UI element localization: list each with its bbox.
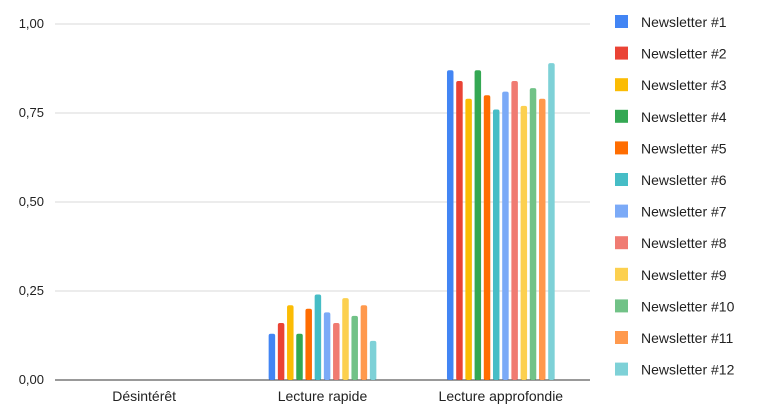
legend-label: Newsletter #7 <box>641 204 727 220</box>
bar <box>511 80 518 381</box>
bar <box>360 305 368 380</box>
legend-swatch <box>615 331 628 344</box>
legend-label: Newsletter #9 <box>641 267 727 283</box>
legend-label: Newsletter #12 <box>641 362 735 378</box>
bar <box>474 70 482 380</box>
legend-swatch <box>615 173 628 186</box>
legend-swatch <box>615 15 628 28</box>
bar <box>492 109 500 380</box>
bar <box>520 105 528 380</box>
bar <box>296 333 303 380</box>
legend-label: Newsletter #4 <box>641 109 727 125</box>
y-tick-label: 0,75 <box>19 105 44 120</box>
bar <box>277 323 285 380</box>
bar <box>342 298 349 380</box>
legend-swatch <box>615 362 628 376</box>
bar <box>483 95 491 380</box>
legend-swatch <box>615 46 628 60</box>
y-tick-label: 0,00 <box>19 372 44 387</box>
legend-label: Newsletter #10 <box>641 298 735 314</box>
y-tick-label: 0,50 <box>19 194 44 209</box>
bar <box>502 91 509 380</box>
bar <box>305 308 312 380</box>
legend-label: Newsletter #5 <box>641 140 727 156</box>
bar <box>538 98 546 380</box>
y-tick-label: 0,25 <box>19 283 44 298</box>
legend-swatch <box>615 78 628 92</box>
legend-swatch <box>615 204 628 218</box>
bar <box>268 333 276 380</box>
legend-swatch <box>615 299 628 313</box>
bar <box>369 340 377 380</box>
legend-label: Newsletter #6 <box>641 172 727 188</box>
x-tick-label: Lecture approfondie <box>439 388 564 404</box>
bar <box>548 63 555 380</box>
bar <box>314 294 322 380</box>
bar <box>446 70 454 380</box>
legend-swatch <box>615 109 628 123</box>
bar <box>529 88 537 380</box>
y-tick-label: 1,00 <box>19 16 44 31</box>
legend-swatch <box>615 236 628 250</box>
legend-label: Newsletter #11 <box>641 330 734 346</box>
legend-label: Newsletter #1 <box>641 14 727 30</box>
bar <box>465 98 472 380</box>
bar <box>351 315 358 380</box>
legend-label: Newsletter #2 <box>641 46 727 62</box>
bar <box>333 323 340 380</box>
bar <box>323 312 331 380</box>
legend-swatch <box>615 267 628 281</box>
bar <box>456 80 463 381</box>
bar <box>287 305 294 380</box>
legend-label: Newsletter #8 <box>641 235 727 251</box>
legend-label: Newsletter #3 <box>641 77 727 93</box>
x-tick-label: Lecture rapide <box>278 388 368 404</box>
x-tick-label: Désintérêt <box>112 388 176 404</box>
legend-swatch <box>615 141 628 155</box>
